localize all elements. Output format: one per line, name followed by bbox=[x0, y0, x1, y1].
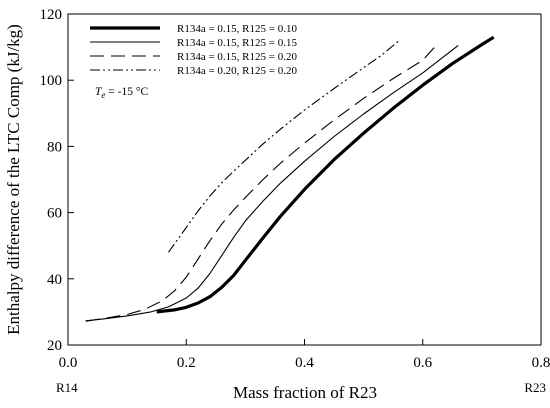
x-tick-label: 0.4 bbox=[295, 355, 314, 371]
series-line-2 bbox=[85, 44, 459, 322]
evaporator-temperature-annotation: Te = -15 °C bbox=[95, 86, 148, 100]
x-tick-label: 0.8 bbox=[532, 355, 550, 371]
y-axis-title: Enthalpy difference of the LTC Comp (kJ/… bbox=[4, 24, 23, 335]
y-tick-label: 60 bbox=[47, 206, 62, 222]
y-tick-label: 20 bbox=[47, 338, 62, 354]
annotation-value: = -15 °C bbox=[105, 86, 148, 98]
legend-label-3: R134a = 0.15, R125 = 0.20 bbox=[177, 51, 297, 63]
x-tick-label: 0.6 bbox=[413, 355, 432, 371]
legend-label-1: R134a = 0.15, R125 = 0.10 bbox=[177, 23, 297, 35]
legend: R134a = 0.15, R125 = 0.10 R134a = 0.15, R… bbox=[90, 23, 297, 77]
legend-label-2: R134a = 0.15, R125 = 0.15 bbox=[177, 37, 297, 49]
y-axis-ticks: 20 40 60 80 100 120 bbox=[40, 7, 74, 354]
x-axis-ticks: 0.0 0.2 0.4 0.6 0.8 bbox=[59, 339, 550, 371]
x-axis-end-label-left: R14 bbox=[56, 380, 78, 395]
annotation-symbol: T bbox=[95, 86, 103, 98]
y-tick-label: 120 bbox=[40, 7, 63, 23]
x-axis-end-label-right: R23 bbox=[524, 380, 546, 395]
y-tick-label: 40 bbox=[47, 272, 62, 288]
plot-area: 0.0 0.2 0.4 0.6 0.8 20 40 60 80 100 120 bbox=[40, 7, 550, 371]
y-tick-label: 100 bbox=[40, 73, 63, 89]
plot-frame bbox=[67, 13, 542, 346]
x-tick-label: 0.0 bbox=[59, 355, 78, 371]
series-layer bbox=[85, 35, 495, 322]
series-line-1 bbox=[156, 35, 495, 314]
y-tick-label: 80 bbox=[47, 139, 62, 155]
legend-label-4: R134a = 0.20, R125 = 0.20 bbox=[177, 65, 297, 77]
annotation-subscript: e bbox=[101, 90, 105, 100]
series-line-3 bbox=[85, 46, 436, 322]
x-tick-label: 0.2 bbox=[177, 355, 196, 371]
x-axis-title: Mass fraction of R23 bbox=[233, 383, 377, 402]
series-line-4 bbox=[168, 40, 400, 253]
